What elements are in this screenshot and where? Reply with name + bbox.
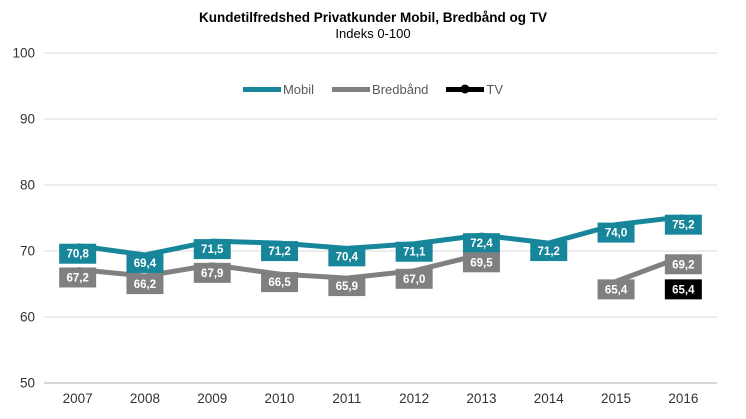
- data-label-mobil: 70,4: [336, 251, 359, 263]
- data-label-mobil: 72,4: [470, 238, 493, 250]
- series-line-mobil: [77, 214, 684, 258]
- data-label-bredbånd: 65,9: [336, 281, 358, 293]
- data-label-box-mobil: [395, 241, 433, 262]
- data-label-bredbånd: 65,4: [605, 284, 628, 296]
- data-label-bredbånd: 67,0: [403, 274, 425, 286]
- title-block: Kundetilfredshed Privatkunder Mobil, Bre…: [0, 9, 746, 41]
- data-label-box-mobil: [261, 241, 299, 262]
- legend-item-tv: TV: [446, 82, 503, 97]
- tv-line-swatch: [446, 84, 485, 94]
- data-label-bredbånd: 67,2: [66, 272, 88, 284]
- data-label-box-bredbånd: [597, 279, 635, 300]
- y-axis-tick-label: 50: [20, 376, 35, 391]
- data-label-tv: 65,4: [672, 284, 695, 296]
- data-label-box-bredbånd: [328, 276, 366, 297]
- legend-item-mobil: Mobil: [242, 81, 315, 97]
- x-axis-tick-label: 2014: [534, 391, 565, 406]
- x-axis-tick-label: 2015: [601, 391, 631, 406]
- data-label-box-bredbånd: [664, 254, 702, 275]
- data-label-box-mobil: [664, 214, 702, 235]
- data-label-bredbånd: 67,9: [201, 268, 223, 280]
- x-axis-tick-label: 2007: [63, 391, 93, 406]
- data-label-mobil: 70,8: [66, 249, 89, 261]
- y-axis-tick-label: 80: [20, 178, 35, 193]
- legend-item-bredband: Bredbånd: [332, 82, 428, 97]
- data-label-mobil: 71,1: [403, 247, 426, 259]
- x-axis-tick-label: 2016: [668, 391, 698, 406]
- data-label-bredbånd: 66,5: [268, 277, 291, 289]
- data-label-box-tv: [664, 279, 702, 300]
- data-label-mobil: 74,0: [605, 228, 627, 240]
- data-label-bredbånd: 69,2: [672, 259, 694, 271]
- data-label-mobil: 71,2: [268, 246, 290, 258]
- legend-label-bredband: Bredbånd: [372, 81, 429, 97]
- chart-title: Kundetilfredshed Privatkunder Mobil, Bre…: [198, 10, 548, 25]
- data-label-box-bredbånd: [261, 272, 299, 293]
- mobil-line-swatch: [242, 86, 281, 92]
- legend-label-tv: TV: [486, 81, 504, 97]
- data-label-box-bredbånd: [126, 274, 164, 295]
- data-label-bredbånd: 66,2: [134, 279, 156, 291]
- data-label-box-mobil: [59, 243, 97, 264]
- data-label-box-mobil: [597, 222, 635, 243]
- data-label-mobil: 75,2: [672, 220, 694, 232]
- y-axis-tick-label: 100: [12, 46, 35, 61]
- data-label-box-bredbånd: [59, 267, 97, 288]
- x-axis-tick-label: 2012: [399, 391, 429, 406]
- y-axis-tick-label: 60: [20, 310, 35, 325]
- chart-legend: Mobil Bredbånd TV: [0, 80, 746, 98]
- data-label-box-mobil: [462, 233, 500, 254]
- y-axis-tick-label: 90: [20, 112, 35, 127]
- x-axis-tick-label: 2008: [130, 391, 160, 406]
- x-axis-tick-label: 2011: [332, 391, 361, 406]
- data-label-mobil: 71,2: [538, 246, 560, 258]
- tv-marker-dot: [460, 84, 470, 94]
- x-axis-tick-label: 2013: [466, 391, 496, 406]
- chart-subtitle: Indeks 0-100: [335, 26, 411, 41]
- data-label-box-mobil: [328, 246, 366, 267]
- data-label-box-bredbånd: [462, 252, 500, 273]
- data-label-mobil: 71,5: [201, 244, 224, 256]
- data-label-bredbånd: 69,5: [470, 257, 493, 269]
- data-label-mobil: 69,4: [134, 258, 157, 270]
- data-label-box-mobil: [193, 239, 231, 260]
- data-label-box-bredbånd: [395, 268, 433, 289]
- x-axis-tick-label: 2009: [197, 391, 227, 406]
- x-axis-tick-label: 2010: [265, 391, 295, 406]
- data-label-box-mobil: [530, 241, 568, 262]
- bredband-line-swatch: [332, 86, 371, 92]
- y-axis-tick-label: 70: [20, 244, 35, 259]
- data-label-box-bredbånd: [193, 262, 231, 283]
- data-label-box-mobil: [126, 252, 164, 273]
- legend-label-mobil: Mobil: [282, 81, 315, 97]
